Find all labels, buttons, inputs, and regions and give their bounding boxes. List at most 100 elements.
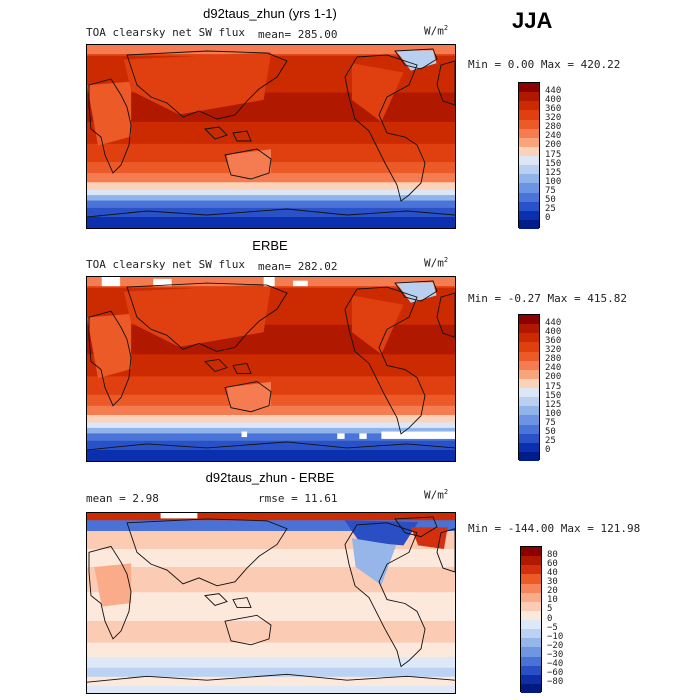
field-band [87,427,455,434]
colorbar-segment [519,101,539,111]
coastline-path [233,131,251,141]
missing-data [153,278,172,287]
coastline-path [89,311,131,406]
field-band [87,173,455,183]
missing-data [293,280,308,287]
missing-data [101,277,121,287]
panel-3-colorbar [520,546,542,693]
colorbar-segment [519,388,539,398]
panel-3-map [86,512,456,694]
asia-patch [123,52,271,115]
colorbar-tick-label: −10 [547,631,564,642]
colorbar-tick-label: −60 [547,668,564,679]
field-band [87,121,455,145]
panel-1-units: W/m2 [424,24,449,38]
colorbar-tick-label: 360 [545,335,562,346]
coastline-path [395,49,437,69]
missing-data [241,431,248,438]
colorbar-segment [521,683,541,693]
coastline-path [437,293,455,337]
coastline-path [127,51,287,119]
field-band [87,621,455,644]
panel-1-variable-label: TOA clearsky net SW flux [86,26,245,39]
colorbar-tick-label: 150 [545,390,562,401]
colorbar-segment [519,315,539,325]
colorbar-tick-label: 10 [547,595,558,606]
coastline-path [225,382,271,412]
namerica-patch [351,63,404,122]
coastline [87,674,455,682]
field-band [87,354,455,377]
coastline [437,61,455,105]
coastline [233,363,251,373]
coastline-path [205,594,227,606]
africa-patch [87,313,132,379]
colorbar-tick-label: 320 [545,345,562,355]
missing-data [337,433,345,439]
panel-3-mean-label: mean = 2.98 [86,492,159,505]
colorbar-segment [521,674,541,684]
panel-2-title: ERBE [252,238,288,253]
coastline [87,442,455,450]
colorbar-tick-label: 0 [547,613,553,624]
coastline-path [127,283,287,351]
field-band [87,676,455,687]
panel-3-units: W/m2 [424,488,449,502]
field-band [87,217,455,228]
colorbar-segment [519,183,539,193]
colorbar-tick-label: 280 [545,122,562,133]
colorbar-tick-label: 360 [545,103,562,114]
coastline-path [87,209,455,217]
field-band [87,189,455,196]
colorbar-tick-label: −80 [547,677,564,688]
colorbar-segment [521,583,541,593]
colorbar-tick-label: 150 [545,158,562,169]
colorbar-tick-label: 175 [545,381,562,392]
colorbar-segment [519,360,539,370]
field-band [87,657,455,669]
colorbar-tick-label: −5 [547,622,558,633]
colorbar-tick-label: 25 [545,436,556,447]
namerica-patch [351,538,397,585]
panel-1-map [86,44,456,229]
colorbar-segment [519,192,539,202]
colorbar-segment [519,324,539,334]
colorbar-tick-label: 440 [545,317,562,328]
africa-patch [94,563,132,607]
coastline [205,127,227,139]
coastline-path [345,55,425,201]
panel-2-mean-label: mean= 282.02 [258,260,338,273]
field-band [87,92,455,123]
coastline-path [345,287,425,434]
colorbar-segment [521,565,541,575]
colorbar-segment [519,397,539,407]
colorbar-segment [521,656,541,666]
field-band [87,513,455,521]
colorbar-tick-label: 80 [547,549,558,560]
colorbar-tick-label: 5 [547,604,553,615]
coastline-path [87,442,455,450]
colorbar-tick-label: 20 [547,586,558,597]
field-band [87,449,455,461]
coastline-path [225,615,271,645]
coastline [205,359,227,371]
panel-1-minmax: Min = 0.00 Max = 420.22 [468,58,621,71]
colorbar-tick-label: 75 [545,418,556,428]
coastline [225,382,271,412]
colorbar-segment [519,174,539,184]
colorbar-segment [521,629,541,639]
panel-2-map-field [87,277,455,461]
coastline [395,517,437,537]
coastline [87,209,455,217]
colorbar-segment [521,610,541,620]
coastline [345,523,425,667]
colorbar-tick-label: 100 [545,176,562,187]
coastline [89,79,131,173]
coastline [345,287,425,434]
colorbar-tick-label: 280 [545,354,562,365]
colorbar-segment [521,620,541,630]
coastline-path [205,127,227,139]
colorbar-tick-label: 400 [545,326,562,337]
colorbar-segment [521,601,541,611]
colorbar-tick-label: 50 [545,195,556,206]
